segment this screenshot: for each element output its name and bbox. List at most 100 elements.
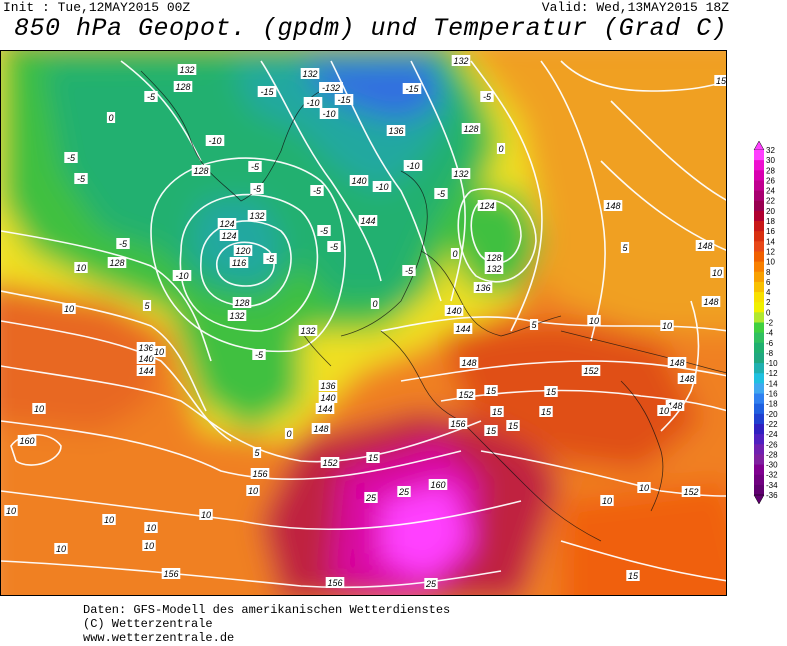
temperature-label: -5 (483, 92, 492, 102)
legend-swatch (754, 383, 764, 394)
geopotential-label-box (456, 389, 476, 400)
temperature-label-box (74, 173, 88, 184)
geopotential-label: 140 (351, 176, 366, 186)
temperature-label-box (64, 152, 78, 163)
geopotential-label: 156 (450, 419, 465, 429)
geopotential-label: 124 (479, 201, 494, 211)
geopotential-label: 140 (446, 306, 461, 316)
geopotential-label-box (173, 81, 193, 92)
legend-tick-label: -26 (766, 440, 778, 449)
legend-swatch (754, 474, 764, 486)
temperature-label: -15 (337, 95, 351, 105)
legend-swatch (754, 454, 764, 465)
geopotential-label: 140 (320, 393, 335, 403)
temperature-label: 15 (492, 407, 503, 417)
temperature-label-box (250, 183, 264, 194)
legend-tick-label: 6 (766, 278, 771, 287)
geopotential-label: 136 (320, 381, 335, 391)
temperature-label-box (54, 543, 68, 554)
legend-tick-labels: 32302826242220181614121086420-2-4-6-8-10… (766, 146, 778, 500)
temperature-label-box (714, 75, 726, 86)
geopotential-label-box (461, 123, 481, 134)
temperature-label: 10 (662, 321, 672, 331)
legend-tick-label: -8 (766, 349, 774, 358)
temperature-label: -5 (67, 153, 76, 163)
temperature-label-box (74, 262, 88, 273)
legend-tick-label: 26 (766, 176, 775, 185)
temperature-legend: 32302826242220181614121086420-2-4-6-8-10… (753, 140, 778, 505)
geopotential-label-box (247, 210, 267, 221)
legend-tick-label: -14 (766, 379, 778, 388)
temperature-label-box (403, 160, 423, 171)
legend-tick-label: -24 (766, 430, 778, 439)
geopotential-label: 132 (453, 169, 468, 179)
legend-swatch (754, 423, 764, 435)
temperature-label-box (284, 428, 294, 439)
geopotential-label: 148 (313, 424, 328, 434)
legend-tick-label: -6 (766, 339, 774, 348)
temperature-label: 15 (546, 387, 557, 397)
legend-swatch (754, 200, 764, 212)
legend-swatch (754, 210, 764, 222)
temperature-label-box (496, 143, 506, 154)
geopotential-label-box (298, 325, 318, 336)
temperature-label-box (319, 108, 339, 119)
legend-swatch (754, 292, 764, 303)
temperature-label-box (142, 540, 156, 551)
temperature-label-box (144, 91, 158, 102)
legend-tick-label: -20 (766, 410, 778, 419)
legend-swatch (754, 190, 764, 202)
geopotential-label: 152 (683, 487, 698, 497)
temperature-label-box (303, 97, 323, 108)
temperature-label: -5 (147, 92, 156, 102)
geopotential-label-box (136, 342, 156, 353)
temperature-label: 10 (712, 268, 722, 278)
geopotential-label-box (695, 240, 715, 251)
legend-swatch (754, 150, 764, 161)
geopotential-label-box (349, 175, 369, 186)
temperature-label-box (152, 346, 166, 357)
geopotential-label: 152 (322, 458, 337, 468)
temperature-label-box (246, 485, 260, 496)
geopotential-label-box (451, 168, 471, 179)
temperature-label-box (506, 420, 520, 431)
temperature-label-box (199, 509, 213, 520)
temperature-label-box (424, 578, 438, 589)
geopotential-label-box (386, 125, 406, 136)
legend-swatch (754, 434, 764, 445)
geopotential-label: 148 (697, 241, 712, 251)
geopotential-label-box (233, 245, 253, 256)
website-link[interactable]: www.wetterzentrale.de (83, 631, 235, 645)
geopotential-label-box (428, 479, 448, 490)
geopotential-label: 144 (138, 366, 153, 376)
legend-swatch (754, 241, 764, 252)
temperature-label: -5 (437, 189, 446, 199)
temperature-label: -5 (77, 174, 86, 184)
temperature-label: -5 (313, 186, 322, 196)
temperature-label-box (257, 86, 277, 97)
temperature-label-box (657, 405, 671, 416)
legend-tick-label: 28 (766, 166, 775, 175)
temperature-label: 0 (286, 429, 291, 439)
temperature-label: 10 (602, 496, 612, 506)
temperature-label-box (172, 270, 192, 281)
geopotential-label: 136 (388, 126, 403, 136)
geopotential-label-box (161, 568, 181, 579)
legend-tick-label: 32 (766, 146, 775, 155)
temperature-label: 15 (508, 421, 519, 431)
data-source-line: Daten: GFS-Modell des amerikanischen Wet… (83, 603, 451, 617)
geopotential-label: 156 (252, 469, 267, 479)
weather-map[interactable]: 132 128 132 -132 132 128 136 128 132 140 124 132 124… (0, 50, 727, 596)
geopotential-label-box (681, 486, 701, 497)
temperature-label: -10 (375, 182, 388, 192)
geopotential-label: 128 (193, 166, 208, 176)
temperature-label: 10 (104, 515, 114, 525)
temperature-label: -5 (320, 226, 329, 236)
legend-swatch (754, 363, 764, 374)
temperature-label-box (434, 188, 448, 199)
geopotential-label-box (191, 165, 211, 176)
geopotential-label-box (701, 296, 721, 307)
temperature-label-box (317, 225, 331, 236)
temperature-label-box (263, 253, 277, 264)
geopotential-label-box (603, 200, 623, 211)
